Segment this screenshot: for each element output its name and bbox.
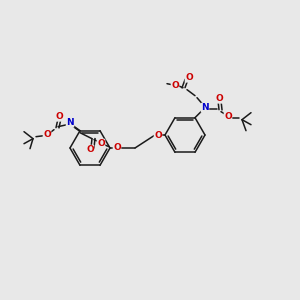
Text: N: N bbox=[66, 118, 74, 127]
Text: O: O bbox=[43, 130, 51, 139]
Text: O: O bbox=[55, 112, 63, 121]
Text: O: O bbox=[86, 145, 94, 154]
Text: O: O bbox=[215, 94, 223, 103]
Text: O: O bbox=[154, 130, 162, 140]
Text: N: N bbox=[201, 103, 209, 112]
Text: O: O bbox=[185, 73, 193, 82]
Text: O: O bbox=[113, 143, 121, 152]
Text: O: O bbox=[97, 139, 105, 148]
Text: O: O bbox=[171, 81, 179, 90]
Text: O: O bbox=[224, 112, 232, 121]
